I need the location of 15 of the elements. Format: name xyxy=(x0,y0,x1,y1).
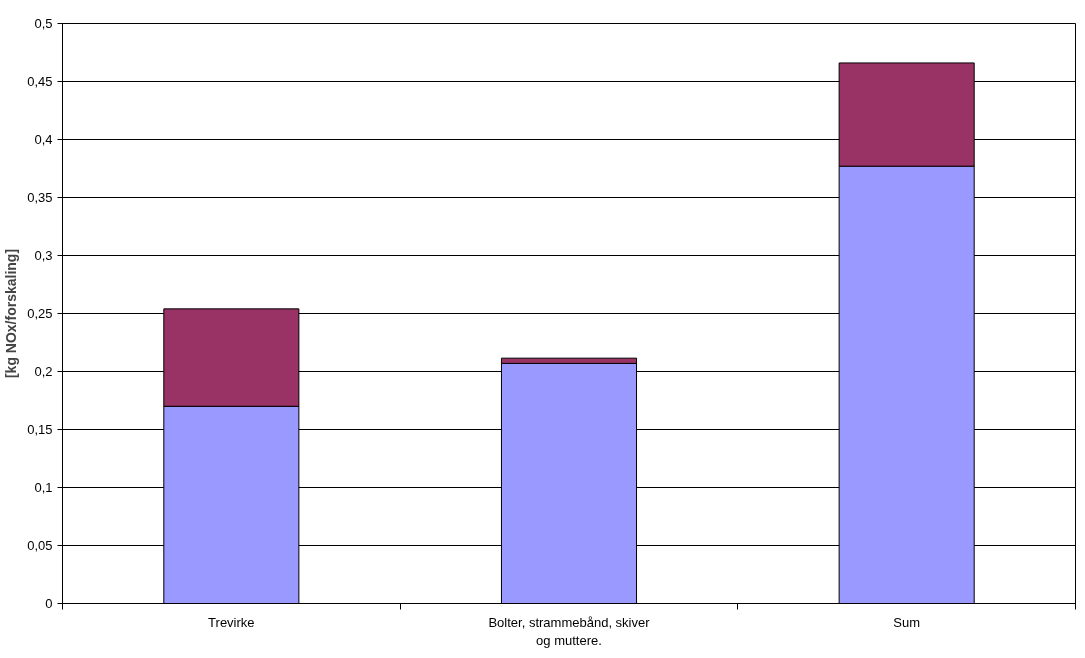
y-tick-label: 0,25 xyxy=(27,306,53,321)
y-axis-title: [kg NOx/forskaling] xyxy=(3,248,20,379)
y-tick-label: 0,5 xyxy=(34,16,53,31)
x-tick-label: Bolter, strammebånd, skiver og muttere. xyxy=(488,614,651,648)
y-tick-label: 0,1 xyxy=(34,480,53,495)
y-tick-label: 0,35 xyxy=(27,190,53,205)
y-tick-label: 0,3 xyxy=(34,248,53,263)
y-tick-label: 0,4 xyxy=(34,132,53,147)
y-tick-label: 0,05 xyxy=(27,538,53,553)
x-tick-label: Sum xyxy=(893,614,921,630)
y-tick-label: 0,15 xyxy=(27,422,53,437)
x-tick-label: Trevirke xyxy=(208,614,255,630)
y-tick-label: 0,2 xyxy=(34,364,53,379)
y-tick-label: 0 xyxy=(45,596,53,611)
y-tick-label: 0,45 xyxy=(27,74,53,89)
